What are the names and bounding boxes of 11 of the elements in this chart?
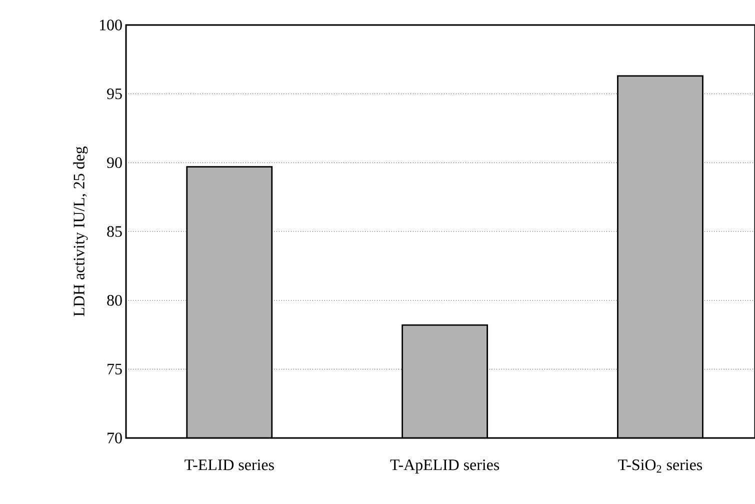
y-tick-label: 90 <box>107 157 122 168</box>
x-tick-label: T-ELID series <box>184 460 274 470</box>
y-tick-label: 85 <box>107 226 122 237</box>
y-tick-label: 100 <box>100 20 122 30</box>
x-tick-label: T-ApELID series <box>390 460 500 474</box>
x-tick-label: T-SiO$_{2}$ series <box>618 460 702 473</box>
y-axis-title: LDH activity IU/L, 25 deg <box>73 146 88 316</box>
y-tick-label: 75 <box>108 364 122 374</box>
y-tick-label: 80 <box>107 294 122 306</box>
y-tick-label: 70 <box>108 432 122 444</box>
y-tick-label: 95 <box>107 88 122 100</box>
